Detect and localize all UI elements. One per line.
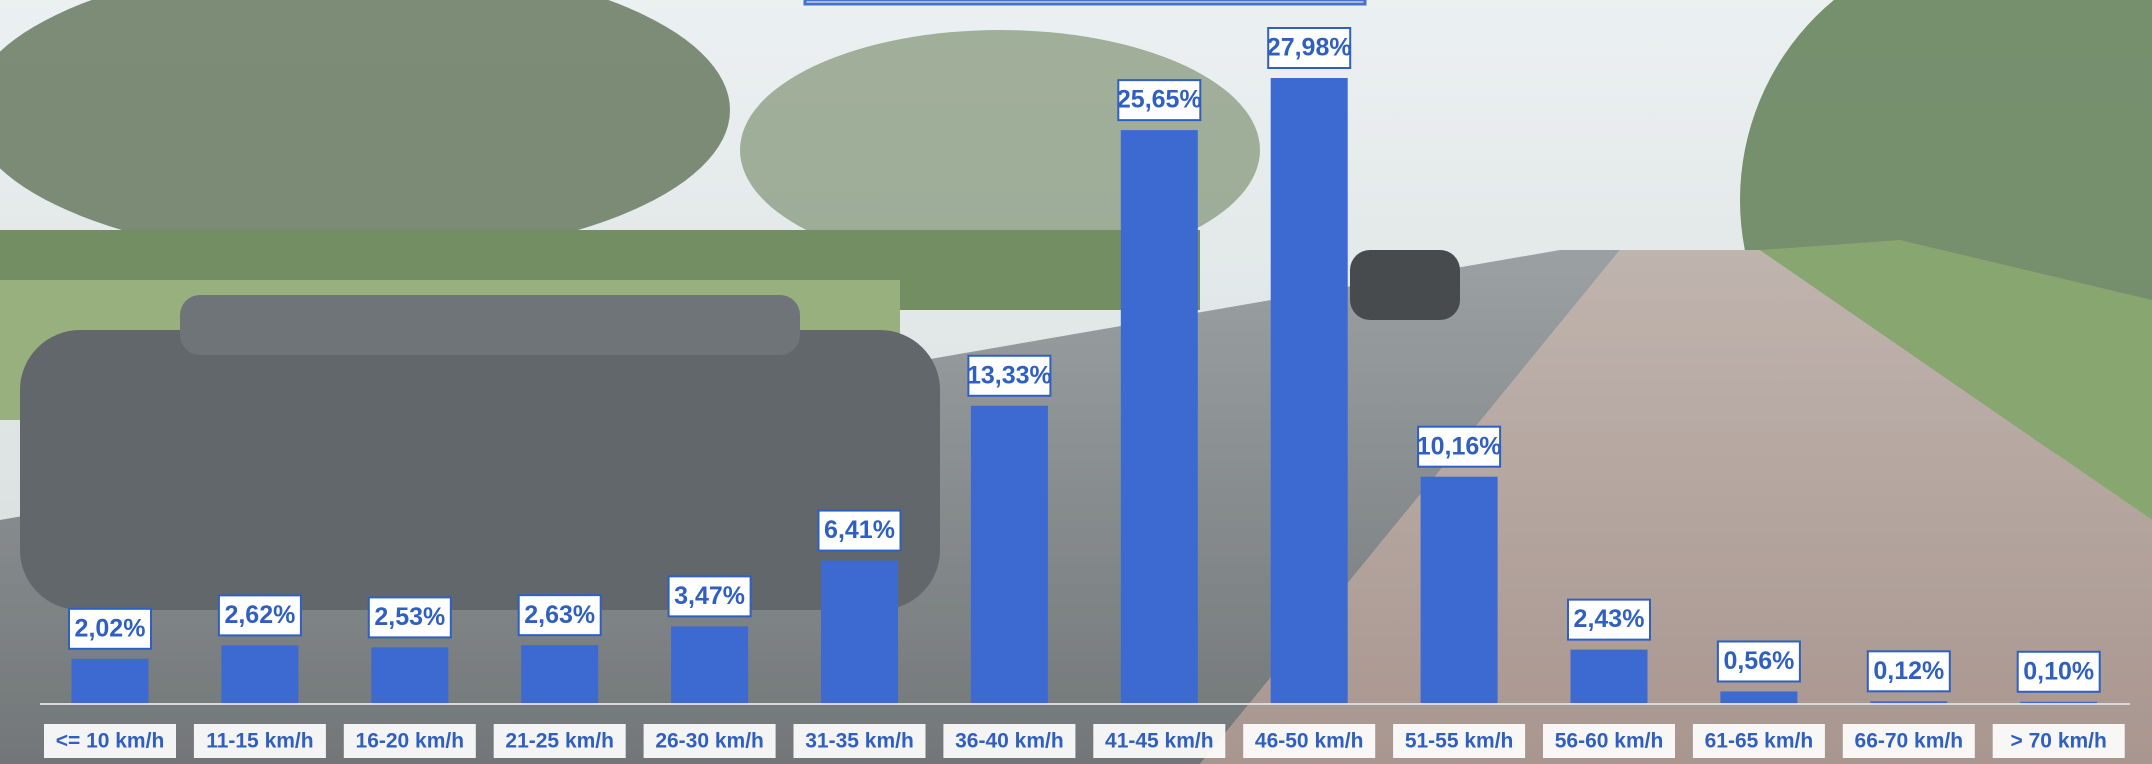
bar — [821, 561, 898, 704]
bar — [221, 645, 298, 704]
category-label: 66-70 km/h — [1855, 730, 1964, 753]
value-label: 6,41% — [824, 516, 895, 544]
value-label: 2,43% — [1574, 605, 1645, 633]
category-label: 26-30 km/h — [655, 730, 764, 753]
value-label: 0,56% — [1723, 647, 1794, 675]
category-label: 36-40 km/h — [955, 730, 1064, 753]
value-label: 10,16% — [1417, 432, 1502, 460]
bar — [1271, 78, 1348, 704]
bar — [371, 647, 448, 704]
bar — [1121, 130, 1198, 704]
category-label: 56-60 km/h — [1555, 730, 1664, 753]
category-label: 11-15 km/h — [206, 730, 313, 753]
chart: 2,02% <= 10 km/h 2,62% 11-15 km/h 2,53% 16-20… — [0, 0, 2152, 764]
bar — [1421, 477, 1498, 704]
value-label: 2,62% — [224, 601, 295, 629]
bar — [521, 645, 598, 704]
category-label: 16-20 km/h — [356, 730, 465, 753]
value-label: 0,10% — [2023, 657, 2094, 685]
background-photo — [0, 0, 2152, 764]
category-label: <= 10 km/h — [56, 730, 165, 753]
category-label: > 70 km/h — [2011, 730, 2107, 753]
value-label: 3,47% — [674, 582, 745, 610]
value-label: 13,33% — [967, 361, 1052, 389]
value-label: 25,65% — [1117, 86, 1202, 114]
value-label: 2,63% — [524, 601, 595, 629]
category-label: 61-65 km/h — [1705, 730, 1814, 753]
category-label: 46-50 km/h — [1255, 730, 1364, 753]
value-label: 27,98% — [1267, 34, 1352, 62]
value-label: 0,12% — [1873, 657, 1944, 685]
category-label: 21-25 km/h — [505, 730, 614, 753]
bar — [971, 406, 1048, 704]
category-label: 51-55 km/h — [1405, 730, 1514, 753]
category-label: 31-35 km/h — [805, 730, 914, 753]
bar — [72, 659, 149, 704]
category-label: 41-45 km/h — [1105, 730, 1214, 753]
bar — [1720, 691, 1797, 704]
bar — [1571, 650, 1648, 704]
value-label: 2,02% — [75, 614, 146, 642]
bar — [671, 626, 748, 704]
value-label: 2,53% — [374, 603, 445, 631]
